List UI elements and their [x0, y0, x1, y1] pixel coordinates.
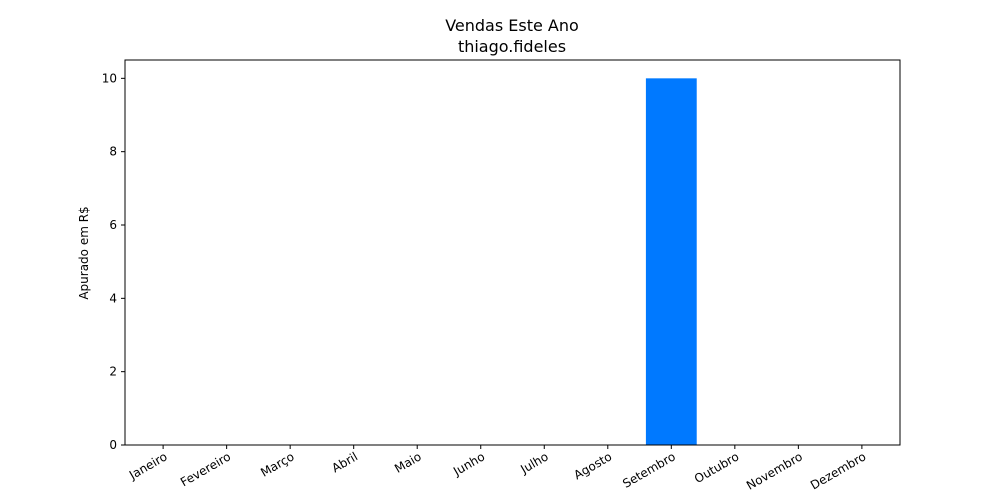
chart-title: Vendas Este Ano [445, 16, 579, 35]
x-tick-label: Dezembro [808, 449, 868, 492]
y-tick-label: 2 [109, 365, 117, 379]
chart-subtitle: thiago.fideles [458, 37, 566, 56]
x-tick-label: Janeiro [126, 449, 170, 482]
x-ticks-group: Janeiro Fevereiro Março Abril Maio Junho Julho… [126, 445, 868, 493]
y-ticks-group: 0 2 4 6 8 10 [102, 71, 125, 452]
x-tick-label: Julho [517, 449, 550, 476]
x-tick-label: Março [258, 449, 296, 479]
x-tick-label: Fevereiro [178, 449, 233, 489]
x-tick-label: Agosto [571, 449, 614, 482]
y-axis-label: Apurado em R$ [77, 206, 91, 299]
y-tick-label: 8 [109, 145, 117, 159]
x-tick-label: Novembro [744, 449, 805, 492]
y-tick-label: 10 [102, 71, 117, 85]
plot-frame [124, 59, 901, 446]
y-tick-label: 6 [109, 218, 117, 232]
x-tick-label: Maio [392, 449, 424, 475]
y-tick-label: 4 [109, 291, 117, 305]
bar-setembro [645, 78, 697, 445]
x-tick-label: Abril [329, 449, 360, 475]
x-tick-label: Junho [450, 449, 487, 478]
x-tick-label: Outubro [692, 449, 741, 486]
y-tick-label: 0 [109, 438, 117, 452]
bars-group [645, 78, 697, 445]
x-tick-label: Setembro [620, 449, 678, 490]
